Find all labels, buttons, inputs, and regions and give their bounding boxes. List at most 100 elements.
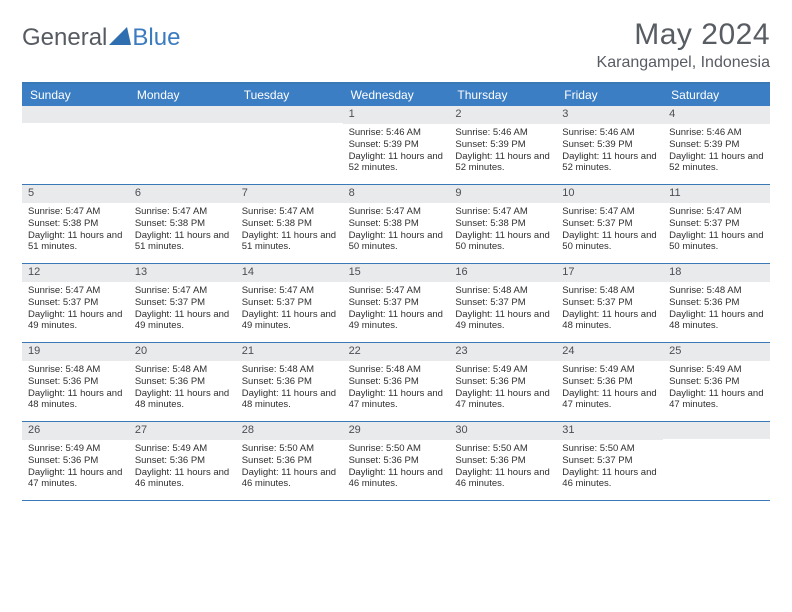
- calendar-cell: 14Sunrise: 5:47 AMSunset: 5:37 PMDayligh…: [236, 264, 343, 342]
- sunrise-line: Sunrise: 5:48 AM: [28, 364, 123, 376]
- cell-body: Sunrise: 5:47 AMSunset: 5:38 PMDaylight:…: [129, 203, 236, 258]
- sunset-line: Sunset: 5:36 PM: [28, 455, 123, 467]
- calendar-cell: [22, 106, 129, 184]
- cell-body: Sunrise: 5:50 AMSunset: 5:36 PMDaylight:…: [449, 440, 556, 495]
- sunset-line: Sunset: 5:36 PM: [349, 376, 444, 388]
- sunset-line: Sunset: 5:39 PM: [349, 139, 444, 151]
- sunset-line: Sunset: 5:36 PM: [562, 376, 657, 388]
- sunset-line: Sunset: 5:36 PM: [242, 376, 337, 388]
- cell-body: Sunrise: 5:49 AMSunset: 5:36 PMDaylight:…: [556, 361, 663, 416]
- sunrise-line: Sunrise: 5:47 AM: [28, 206, 123, 218]
- calendar-week: 12Sunrise: 5:47 AMSunset: 5:37 PMDayligh…: [22, 264, 770, 343]
- daylight-line: Daylight: 11 hours and 47 minutes.: [349, 388, 444, 412]
- calendar-cell: 23Sunrise: 5:49 AMSunset: 5:36 PMDayligh…: [449, 343, 556, 421]
- daylight-line: Daylight: 11 hours and 47 minutes.: [28, 467, 123, 491]
- calendar-cell: 4Sunrise: 5:46 AMSunset: 5:39 PMDaylight…: [663, 106, 770, 184]
- sunset-line: Sunset: 5:36 PM: [455, 376, 550, 388]
- daylight-line: Daylight: 11 hours and 48 minutes.: [28, 388, 123, 412]
- calendar-week: 5Sunrise: 5:47 AMSunset: 5:38 PMDaylight…: [22, 185, 770, 264]
- daylight-line: Daylight: 11 hours and 46 minutes.: [242, 467, 337, 491]
- cell-body: Sunrise: 5:50 AMSunset: 5:37 PMDaylight:…: [556, 440, 663, 495]
- calendar-cell: 8Sunrise: 5:47 AMSunset: 5:38 PMDaylight…: [343, 185, 450, 263]
- sunrise-line: Sunrise: 5:47 AM: [455, 206, 550, 218]
- day-number: 14: [236, 264, 343, 282]
- cell-body: Sunrise: 5:48 AMSunset: 5:36 PMDaylight:…: [129, 361, 236, 416]
- sunrise-line: Sunrise: 5:50 AM: [349, 443, 444, 455]
- sunrise-line: Sunrise: 5:49 AM: [28, 443, 123, 455]
- sunrise-line: Sunrise: 5:48 AM: [562, 285, 657, 297]
- day-number: 1: [343, 106, 450, 124]
- calendar-cell: 21Sunrise: 5:48 AMSunset: 5:36 PMDayligh…: [236, 343, 343, 421]
- calendar-cell: 20Sunrise: 5:48 AMSunset: 5:36 PMDayligh…: [129, 343, 236, 421]
- sunrise-line: Sunrise: 5:46 AM: [669, 127, 764, 139]
- cell-body: Sunrise: 5:48 AMSunset: 5:37 PMDaylight:…: [556, 282, 663, 337]
- cell-body: Sunrise: 5:47 AMSunset: 5:37 PMDaylight:…: [236, 282, 343, 337]
- calendar-cell: 7Sunrise: 5:47 AMSunset: 5:38 PMDaylight…: [236, 185, 343, 263]
- day-number: 31: [556, 422, 663, 440]
- sunrise-line: Sunrise: 5:50 AM: [562, 443, 657, 455]
- calendar-cell: 22Sunrise: 5:48 AMSunset: 5:36 PMDayligh…: [343, 343, 450, 421]
- daylight-line: Daylight: 11 hours and 50 minutes.: [669, 230, 764, 254]
- sunrise-line: Sunrise: 5:48 AM: [455, 285, 550, 297]
- calendar-cell: 2Sunrise: 5:46 AMSunset: 5:39 PMDaylight…: [449, 106, 556, 184]
- calendar: Sunday Monday Tuesday Wednesday Thursday…: [22, 82, 770, 501]
- calendar-cell: 16Sunrise: 5:48 AMSunset: 5:37 PMDayligh…: [449, 264, 556, 342]
- calendar-cell: 1Sunrise: 5:46 AMSunset: 5:39 PMDaylight…: [343, 106, 450, 184]
- cell-body: Sunrise: 5:50 AMSunset: 5:36 PMDaylight:…: [343, 440, 450, 495]
- calendar-cell: 11Sunrise: 5:47 AMSunset: 5:37 PMDayligh…: [663, 185, 770, 263]
- dayhead-sunday: Sunday: [22, 84, 129, 106]
- daylight-line: Daylight: 11 hours and 52 minutes.: [562, 151, 657, 175]
- calendar-cell: 9Sunrise: 5:47 AMSunset: 5:38 PMDaylight…: [449, 185, 556, 263]
- calendar-cell: 10Sunrise: 5:47 AMSunset: 5:37 PMDayligh…: [556, 185, 663, 263]
- sunset-line: Sunset: 5:38 PM: [135, 218, 230, 230]
- cell-body: Sunrise: 5:47 AMSunset: 5:38 PMDaylight:…: [22, 203, 129, 258]
- logo-text-left: General: [22, 24, 107, 52]
- calendar-cell: 5Sunrise: 5:47 AMSunset: 5:38 PMDaylight…: [22, 185, 129, 263]
- title-block: May 2024 Karangampel, Indonesia: [597, 18, 770, 72]
- cell-body: Sunrise: 5:50 AMSunset: 5:36 PMDaylight:…: [236, 440, 343, 495]
- day-number: 18: [663, 264, 770, 282]
- day-number: 17: [556, 264, 663, 282]
- daylight-line: Daylight: 11 hours and 48 minutes.: [135, 388, 230, 412]
- sunrise-line: Sunrise: 5:50 AM: [455, 443, 550, 455]
- daylight-line: Daylight: 11 hours and 48 minutes.: [669, 309, 764, 333]
- sunset-line: Sunset: 5:36 PM: [669, 297, 764, 309]
- calendar-cell: 29Sunrise: 5:50 AMSunset: 5:36 PMDayligh…: [343, 422, 450, 500]
- sunset-line: Sunset: 5:39 PM: [669, 139, 764, 151]
- day-number: 11: [663, 185, 770, 203]
- cell-body: [663, 439, 770, 446]
- cell-body: Sunrise: 5:48 AMSunset: 5:36 PMDaylight:…: [22, 361, 129, 416]
- sunset-line: Sunset: 5:38 PM: [242, 218, 337, 230]
- dayhead-saturday: Saturday: [663, 84, 770, 106]
- logo-text-right: Blue: [132, 24, 180, 52]
- sunrise-line: Sunrise: 5:48 AM: [135, 364, 230, 376]
- calendar-cell: 31Sunrise: 5:50 AMSunset: 5:37 PMDayligh…: [556, 422, 663, 500]
- day-header-row: Sunday Monday Tuesday Wednesday Thursday…: [22, 84, 770, 106]
- day-number: 8: [343, 185, 450, 203]
- calendar-cell: 26Sunrise: 5:49 AMSunset: 5:36 PMDayligh…: [22, 422, 129, 500]
- day-number: 16: [449, 264, 556, 282]
- calendar-cell: 18Sunrise: 5:48 AMSunset: 5:36 PMDayligh…: [663, 264, 770, 342]
- day-number: 2: [449, 106, 556, 124]
- cell-body: Sunrise: 5:49 AMSunset: 5:36 PMDaylight:…: [22, 440, 129, 495]
- sunrise-line: Sunrise: 5:47 AM: [135, 206, 230, 218]
- sunset-line: Sunset: 5:37 PM: [28, 297, 123, 309]
- sunset-line: Sunset: 5:37 PM: [562, 297, 657, 309]
- day-number: 19: [22, 343, 129, 361]
- dayhead-tuesday: Tuesday: [236, 84, 343, 106]
- day-number: [663, 422, 770, 439]
- daylight-line: Daylight: 11 hours and 49 minutes.: [135, 309, 230, 333]
- sunrise-line: Sunrise: 5:47 AM: [669, 206, 764, 218]
- cell-body: Sunrise: 5:48 AMSunset: 5:36 PMDaylight:…: [236, 361, 343, 416]
- dayhead-monday: Monday: [129, 84, 236, 106]
- sunset-line: Sunset: 5:38 PM: [28, 218, 123, 230]
- sunset-line: Sunset: 5:36 PM: [669, 376, 764, 388]
- cell-body: Sunrise: 5:49 AMSunset: 5:36 PMDaylight:…: [663, 361, 770, 416]
- day-number: 29: [343, 422, 450, 440]
- cell-body: Sunrise: 5:47 AMSunset: 5:38 PMDaylight:…: [449, 203, 556, 258]
- day-number: 23: [449, 343, 556, 361]
- sunrise-line: Sunrise: 5:47 AM: [242, 285, 337, 297]
- day-number: 30: [449, 422, 556, 440]
- daylight-line: Daylight: 11 hours and 49 minutes.: [349, 309, 444, 333]
- cell-body: Sunrise: 5:46 AMSunset: 5:39 PMDaylight:…: [343, 124, 450, 179]
